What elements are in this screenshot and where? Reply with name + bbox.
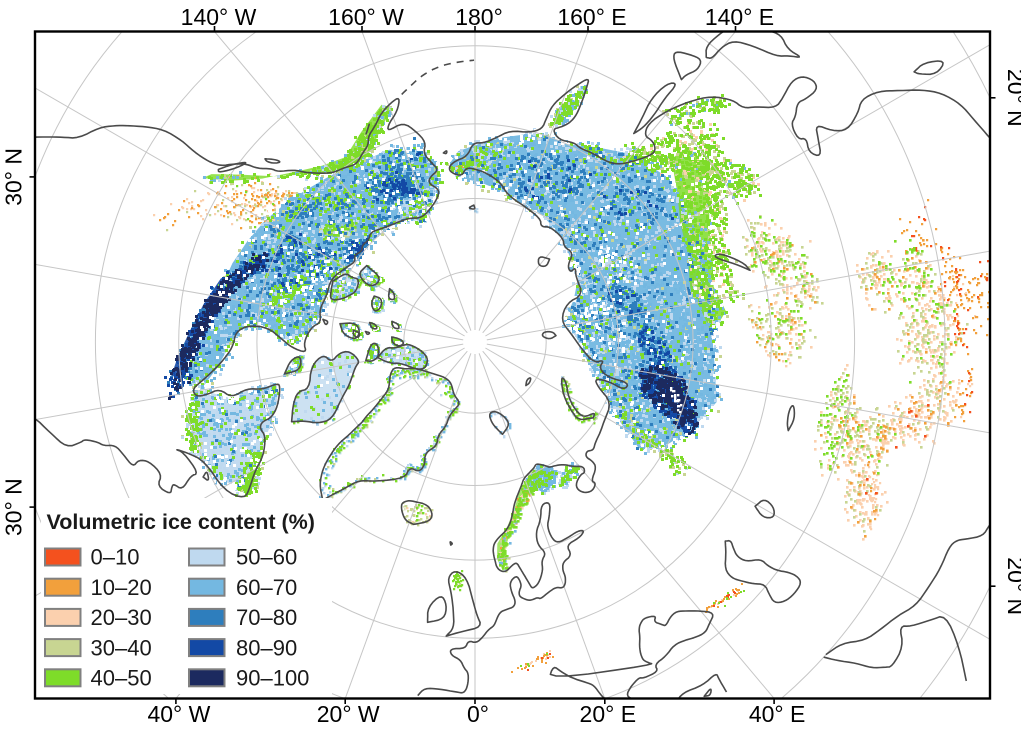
svg-text:40–50: 40–50	[91, 666, 152, 691]
svg-text:20° E: 20° E	[580, 701, 637, 727]
svg-text:0–10: 0–10	[91, 545, 140, 570]
svg-text:140° E: 140° E	[705, 4, 774, 30]
svg-text:20° N: 20° N	[1003, 69, 1021, 127]
svg-text:60–70: 60–70	[236, 575, 297, 600]
svg-text:160° E: 160° E	[557, 4, 626, 30]
svg-text:70–80: 70–80	[236, 605, 297, 630]
svg-text:80–90: 80–90	[236, 635, 297, 660]
svg-text:160° W: 160° W	[328, 4, 404, 30]
svg-text:50–60: 50–60	[236, 545, 297, 570]
svg-text:0°: 0°	[467, 701, 489, 727]
svg-text:20° W: 20° W	[317, 701, 380, 727]
svg-text:30–40: 30–40	[91, 635, 152, 660]
svg-text:140° W: 140° W	[181, 4, 257, 30]
svg-text:30° N: 30° N	[1, 148, 27, 206]
svg-text:Volumetric ice content (%): Volumetric ice content (%)	[47, 510, 315, 534]
svg-text:20–30: 20–30	[91, 605, 152, 630]
svg-text:20° N: 20° N	[1003, 557, 1021, 615]
svg-text:10–20: 10–20	[91, 575, 152, 600]
svg-text:180°: 180°	[455, 4, 503, 30]
svg-text:30° N: 30° N	[1, 478, 27, 536]
svg-text:40° E: 40° E	[749, 701, 806, 727]
svg-text:40° W: 40° W	[147, 701, 210, 727]
svg-text:90–100: 90–100	[236, 666, 309, 691]
